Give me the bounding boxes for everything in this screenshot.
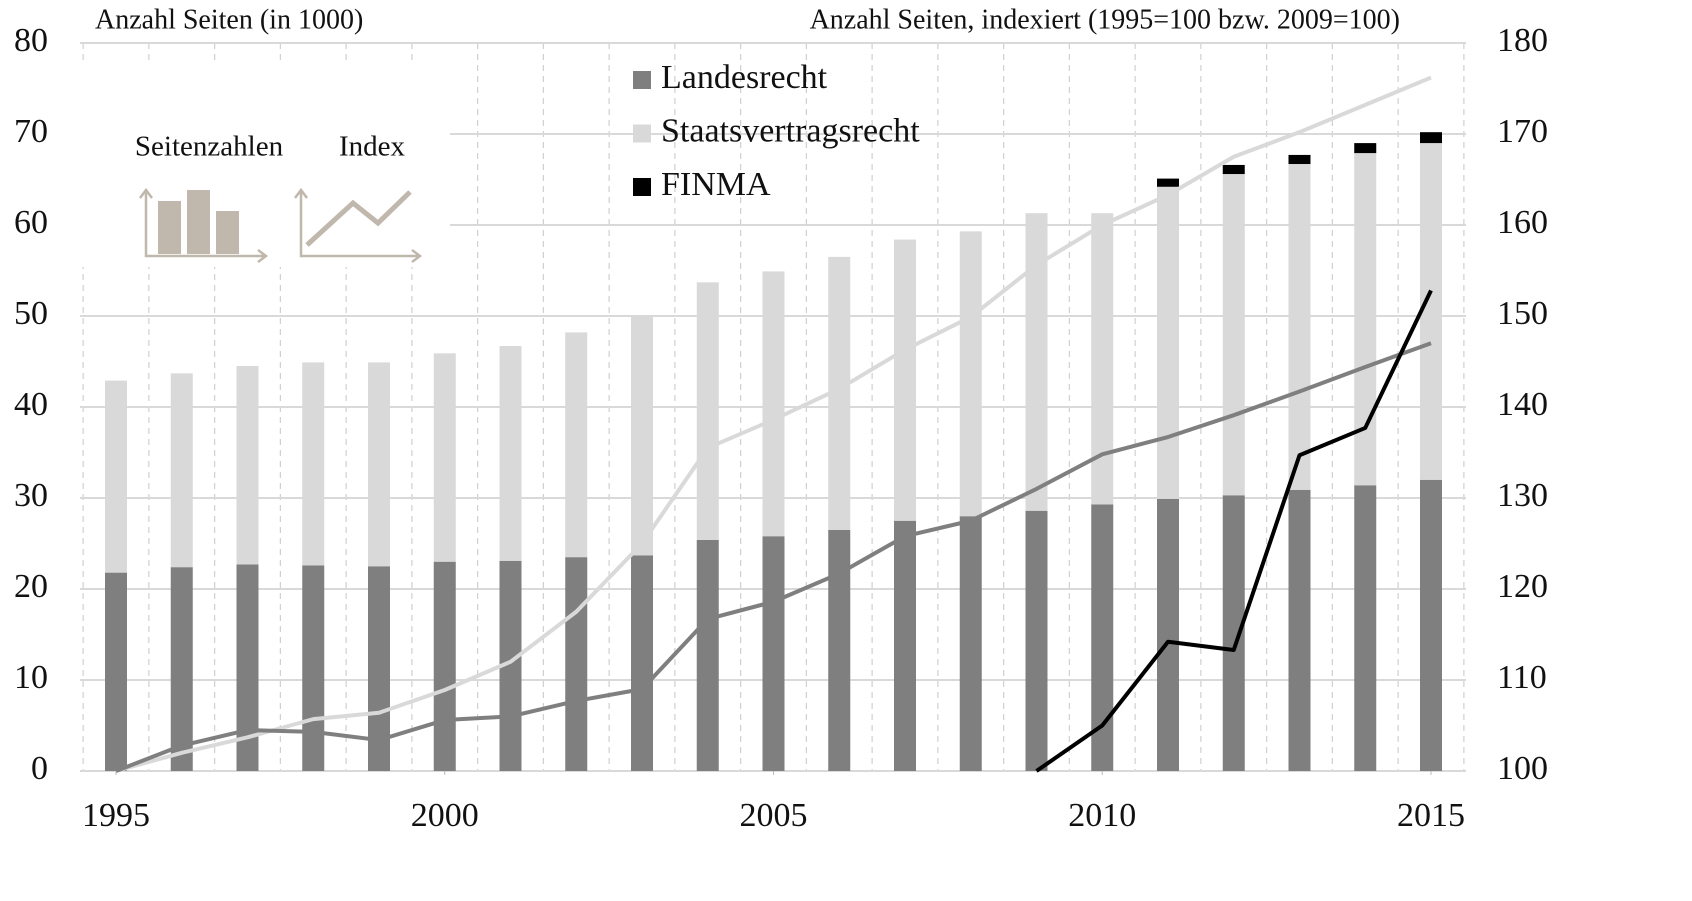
x-tick-label: 2015	[1397, 797, 1465, 834]
bar	[368, 362, 390, 567]
y-axis-title: Anzahl Seiten (in 1000)	[95, 4, 363, 35]
bar	[499, 346, 522, 561]
bar	[302, 565, 325, 771]
y-tick-label: 50	[14, 295, 48, 332]
bar	[1157, 498, 1179, 771]
icon-label: Index	[339, 131, 406, 163]
icon-background	[78, 62, 450, 267]
bar-icon-axis	[139, 187, 269, 263]
bar	[828, 529, 851, 771]
bar	[565, 557, 588, 771]
y-tick-label: 0	[31, 750, 48, 787]
bar	[1420, 479, 1442, 771]
bar-icon	[158, 201, 181, 254]
bar	[565, 332, 588, 558]
x-tick-label: 1995	[82, 797, 150, 834]
bar-icon	[216, 211, 239, 254]
y-tick-label: 10	[14, 659, 48, 696]
legend-label: Staatsvertragsrecht	[661, 112, 920, 149]
icon-label: Seitenzahlen	[135, 131, 284, 163]
bar	[1354, 485, 1377, 771]
bar	[1420, 143, 1442, 480]
line-icon-axis	[294, 187, 423, 263]
bar	[170, 567, 193, 771]
y2-tick-label: 100	[1497, 750, 1548, 787]
y2-axis-title: Anzahl Seiten, indexiert (1995=100 bzw. …	[810, 4, 1400, 35]
bar	[1157, 186, 1179, 499]
bar	[959, 516, 982, 771]
bar	[1222, 174, 1245, 496]
y2-tick-label: 170	[1497, 113, 1548, 150]
bar	[696, 282, 719, 540]
legend-label: Landesrecht	[661, 59, 828, 96]
bar	[762, 536, 785, 771]
bar	[236, 366, 259, 565]
bar	[1354, 153, 1377, 486]
icon-legend: Seitenzahlen Index	[78, 62, 450, 267]
bar	[631, 555, 653, 771]
bar	[1288, 489, 1311, 771]
y-tick-label: 40	[14, 386, 48, 423]
y2-tick-label: 120	[1497, 568, 1548, 605]
bar	[105, 380, 127, 573]
index-line	[115, 75, 1432, 773]
bar	[302, 362, 325, 566]
y2-tick-label: 140	[1497, 386, 1548, 423]
index-line	[115, 341, 1432, 773]
bar	[631, 316, 653, 556]
y2-tick-label: 180	[1497, 22, 1548, 59]
bar	[828, 256, 851, 530]
bar	[236, 564, 259, 771]
bar	[1288, 154, 1311, 165]
bar	[105, 572, 127, 771]
y-tick-label: 70	[14, 113, 48, 150]
bar	[894, 239, 916, 521]
x-tick-label: 2000	[411, 797, 479, 834]
line-icon	[305, 190, 412, 247]
y-tick-label: 20	[14, 568, 48, 605]
y2-tick-label: 110	[1497, 659, 1547, 696]
bar	[696, 539, 719, 771]
bar	[1157, 178, 1179, 187]
y-tick-label: 80	[14, 22, 48, 59]
bar	[170, 373, 193, 568]
bar	[1222, 495, 1245, 771]
legend-label: FINMA	[661, 166, 771, 203]
index-line	[1035, 289, 1433, 773]
bar	[1025, 213, 1048, 511]
x-tick-label: 2005	[740, 797, 808, 834]
y2-tick-label: 160	[1497, 204, 1548, 241]
x-tick-label: 2010	[1068, 797, 1136, 834]
bar	[1222, 164, 1245, 175]
y-tick-label: 60	[14, 204, 48, 241]
bar	[1091, 213, 1114, 505]
bar	[368, 566, 390, 771]
legend-swatch	[633, 124, 651, 143]
bar	[1354, 143, 1377, 154]
bar	[1091, 504, 1114, 771]
bar	[762, 271, 785, 537]
bar-icon	[187, 190, 210, 254]
y2-tick-label: 130	[1497, 477, 1548, 514]
y2-tick-label: 150	[1497, 295, 1548, 332]
legend-swatch	[633, 71, 651, 89]
bar	[433, 353, 456, 562]
bar	[433, 561, 456, 771]
bar	[1288, 164, 1311, 490]
bar	[1025, 510, 1048, 771]
bar	[1420, 132, 1442, 144]
y-tick-label: 30	[14, 477, 48, 514]
bar	[894, 520, 916, 771]
bar	[959, 231, 982, 517]
legend-swatch	[633, 178, 651, 196]
